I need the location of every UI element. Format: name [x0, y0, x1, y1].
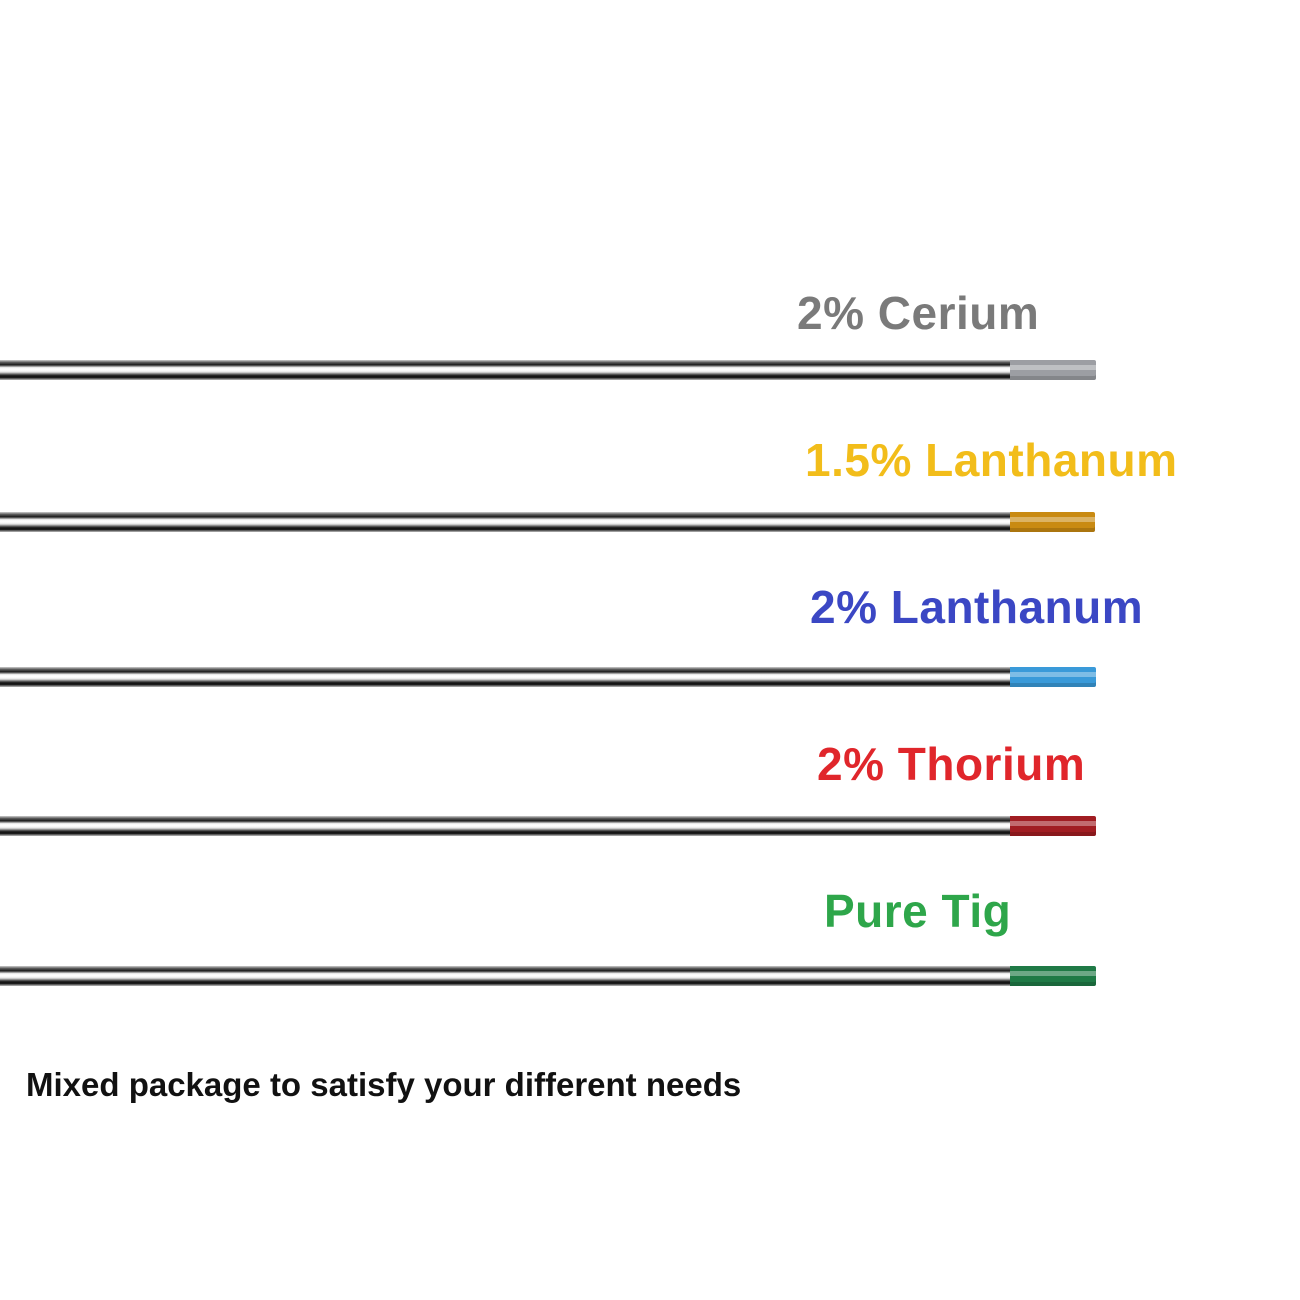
- electrode-label-thorium: 2% Thorium: [817, 738, 1086, 790]
- electrode-tip-lanthanum-2: [1010, 667, 1096, 687]
- electrode-rod-thorium: [0, 816, 1012, 836]
- electrode-tip-pure-tig: [1010, 966, 1096, 986]
- electrode-rod-lanthanum-1-5: [0, 512, 1012, 532]
- electrode-rod-pure-tig: [0, 966, 1012, 986]
- electrode-tip-cerium: [1010, 360, 1096, 380]
- electrode-label-lanthanum-1-5: 1.5% Lanthanum: [805, 434, 1178, 486]
- electrode-label-cerium: 2% Cerium: [797, 287, 1040, 339]
- electrode-label-lanthanum-2: 2% Lanthanum: [810, 581, 1144, 633]
- electrode-tip-lanthanum-1-5: [1010, 512, 1095, 532]
- electrode-label-pure-tig: Pure Tig: [824, 885, 1012, 937]
- electrode-tip-thorium: [1010, 816, 1096, 836]
- caption-text: Mixed package to satisfy your different …: [26, 1066, 742, 1103]
- electrode-rod-lanthanum-2: [0, 667, 1012, 687]
- electrode-rod-cerium: [0, 360, 1012, 380]
